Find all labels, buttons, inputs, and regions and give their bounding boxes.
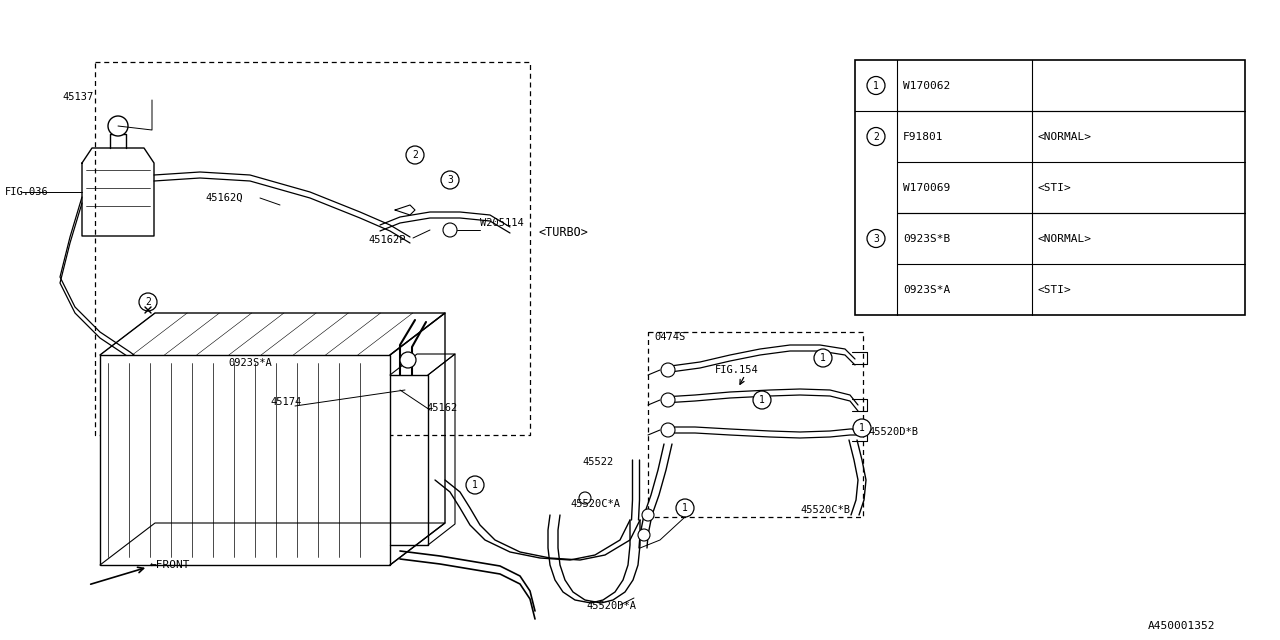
Text: 2: 2 [412,150,419,160]
Text: 45162Q: 45162Q [205,193,242,203]
Circle shape [660,363,675,377]
Circle shape [637,529,650,541]
Circle shape [140,293,157,311]
Text: 45520D*B: 45520D*B [868,427,918,437]
Circle shape [108,116,128,136]
Circle shape [196,359,204,367]
Text: 0923S*A: 0923S*A [228,358,271,368]
Text: F91801: F91801 [902,131,943,141]
Circle shape [852,419,870,437]
Text: 45162: 45162 [426,403,457,413]
Circle shape [443,223,457,237]
Text: A450001352: A450001352 [1148,621,1216,631]
Text: 3: 3 [447,175,453,185]
Circle shape [867,77,884,95]
Text: 0923S*B: 0923S*B [902,234,950,243]
Circle shape [867,127,884,145]
Text: 1: 1 [873,81,879,90]
Text: <NORMAL>: <NORMAL> [1038,131,1092,141]
Text: <NORMAL>: <NORMAL> [1038,234,1092,243]
Text: 45174: 45174 [270,397,301,407]
Text: W205114: W205114 [480,218,524,228]
Circle shape [814,349,832,367]
Text: 45520C*B: 45520C*B [800,505,850,515]
Text: 0474S: 0474S [654,332,685,342]
Circle shape [867,230,884,248]
Circle shape [579,492,591,504]
Bar [855,60,1245,315]
Text: 45520C*A: 45520C*A [570,499,620,509]
Text: 2: 2 [873,131,879,141]
Text: 3: 3 [873,234,879,243]
Bar [100,355,390,565]
Text: 2: 2 [145,297,151,307]
Circle shape [401,352,416,368]
Text: 45162P: 45162P [369,235,406,245]
Circle shape [406,146,424,164]
Text: FIG.036: FIG.036 [5,187,49,197]
Text: <TURBO>: <TURBO> [538,225,588,239]
Text: 1: 1 [759,395,765,405]
Text: 45520D*A: 45520D*A [586,601,636,611]
Text: ←FRONT: ←FRONT [150,560,191,570]
Circle shape [753,391,771,409]
Circle shape [660,423,675,437]
Text: 45137: 45137 [61,92,93,102]
Text: 0923S*A: 0923S*A [902,285,950,294]
Text: 1: 1 [682,503,687,513]
Text: FIG.154: FIG.154 [716,365,759,375]
Circle shape [643,509,654,521]
Text: 1: 1 [820,353,826,363]
Text: W170069: W170069 [902,182,950,193]
Text: 1: 1 [472,480,477,490]
Text: 1: 1 [859,423,865,433]
Circle shape [676,499,694,517]
Text: <STI>: <STI> [1038,182,1071,193]
Circle shape [442,171,460,189]
Text: 45522: 45522 [582,457,613,467]
Text: W170062: W170062 [902,81,950,90]
Circle shape [466,476,484,494]
Text: <STI>: <STI> [1038,285,1071,294]
Circle shape [660,393,675,407]
